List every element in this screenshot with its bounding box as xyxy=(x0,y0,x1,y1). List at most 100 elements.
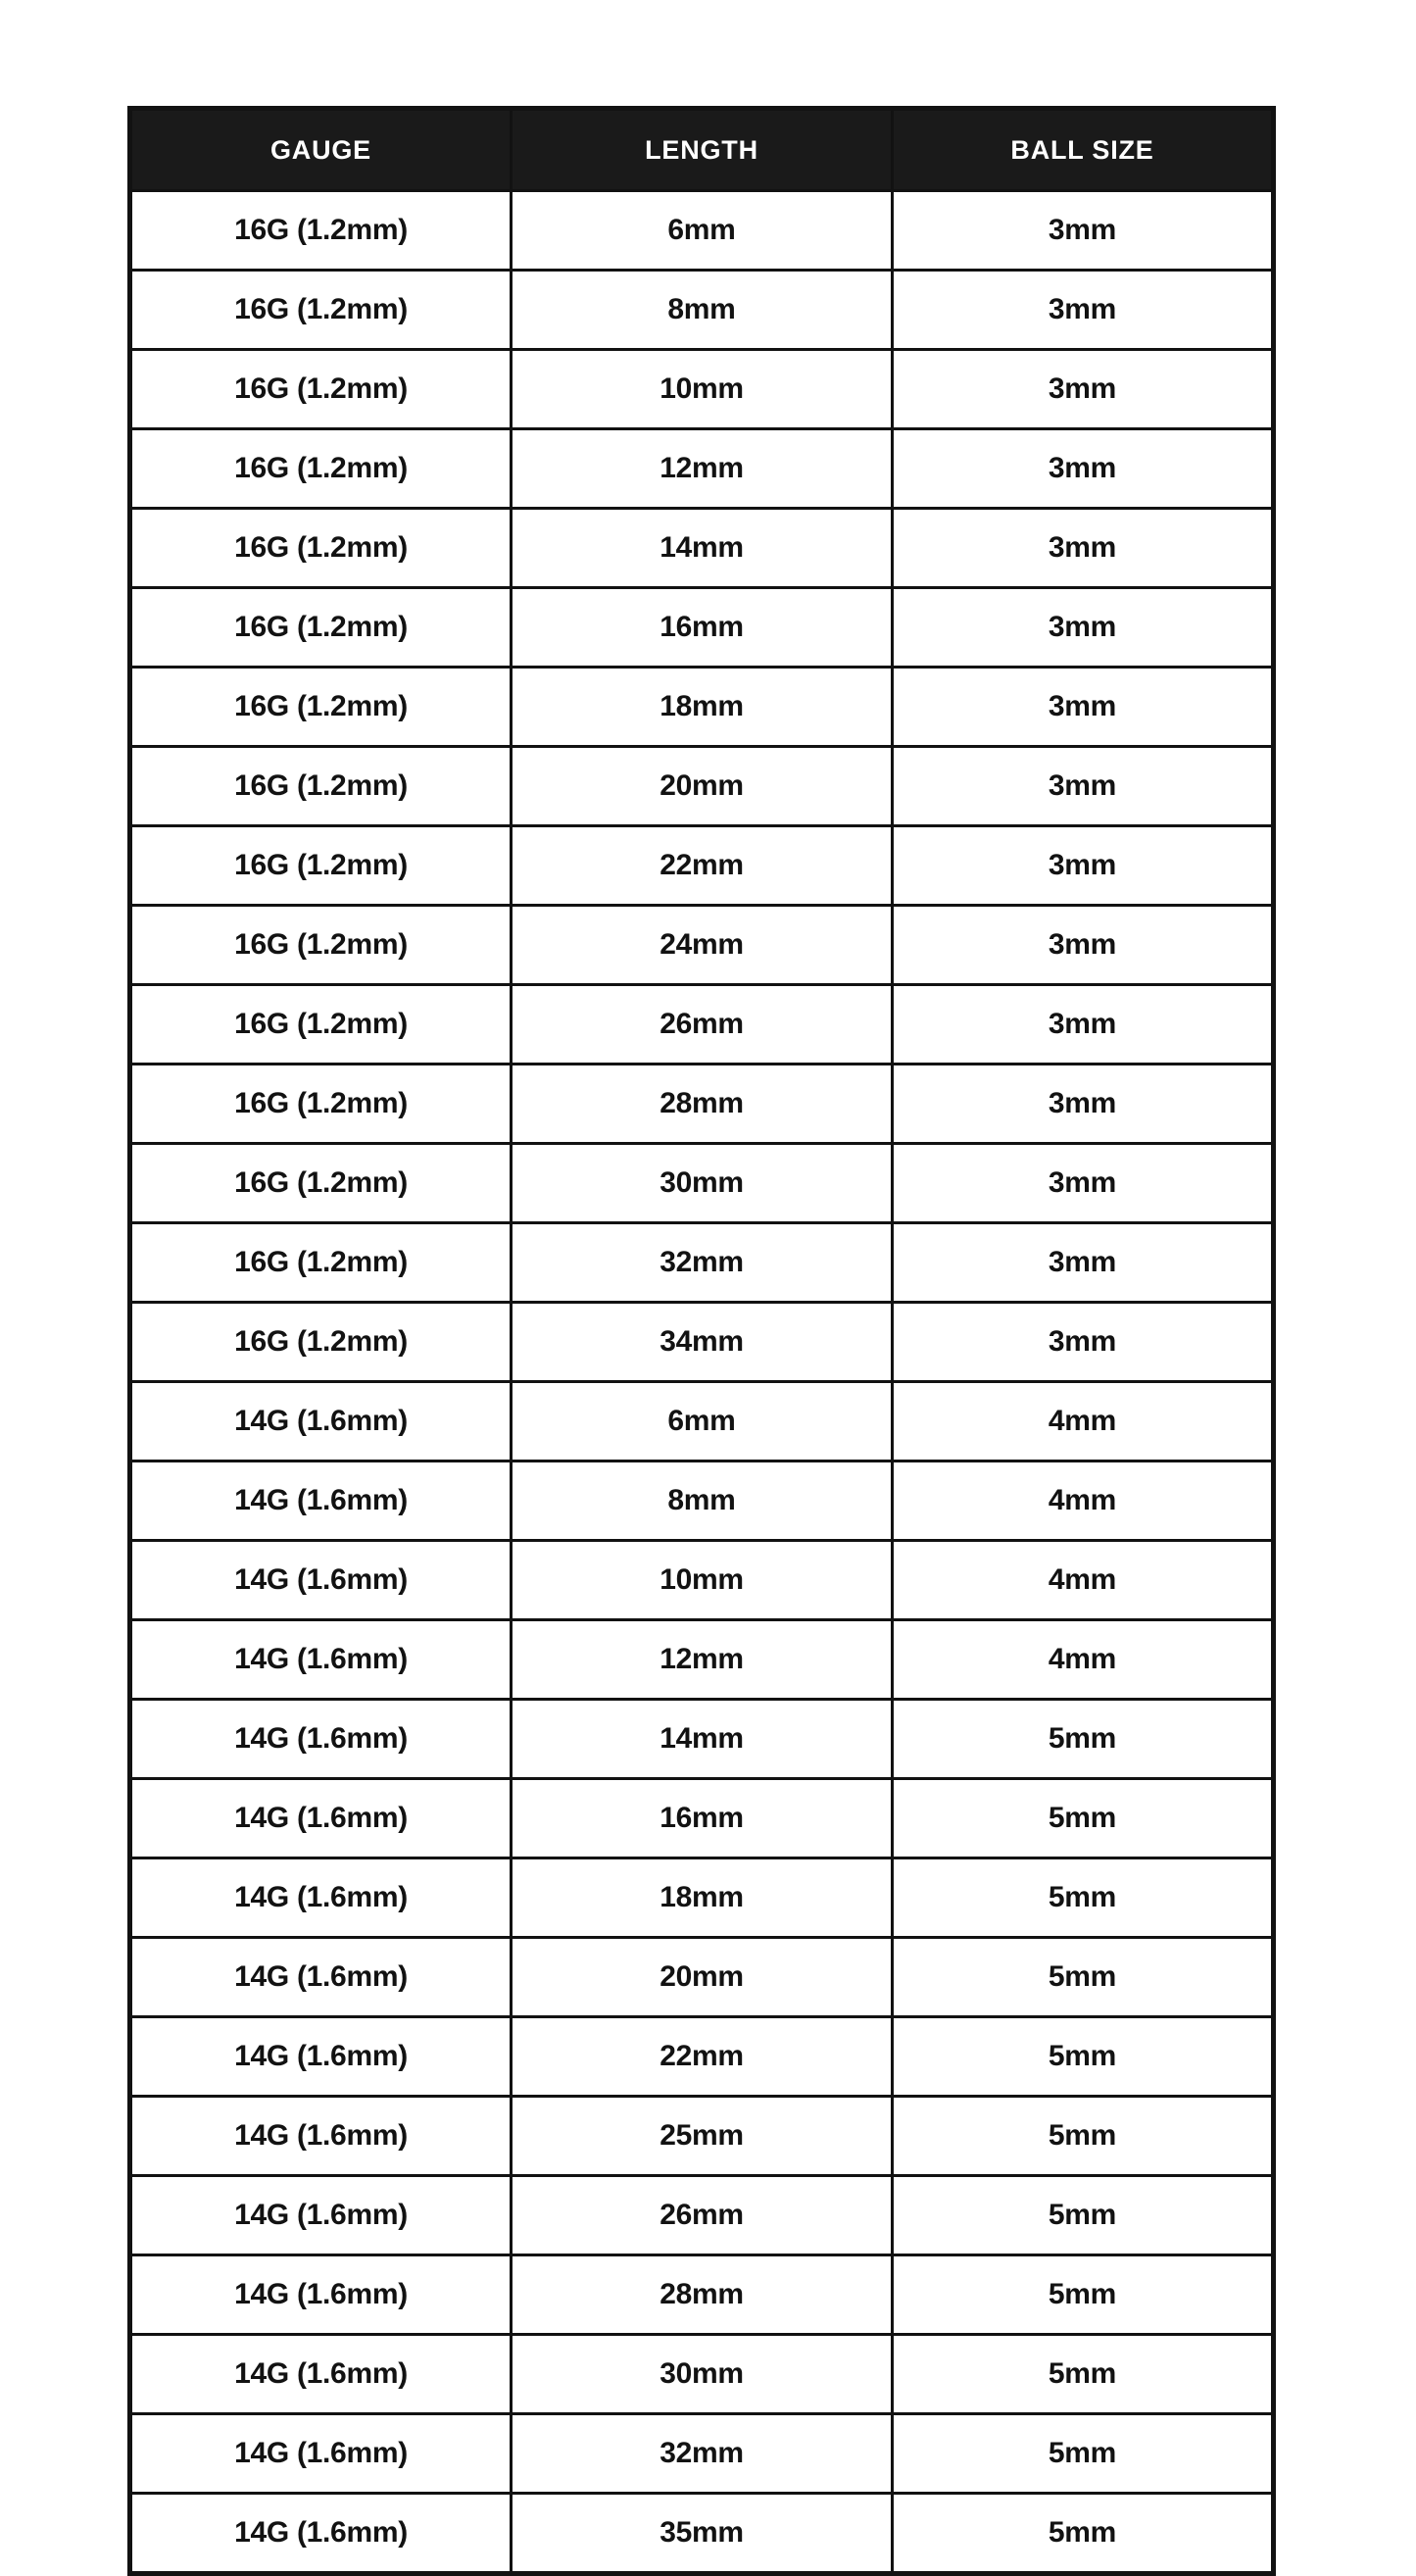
table-row: 14G (1.6mm) 35mm 5mm xyxy=(128,2492,1275,2575)
header-row: GAUGE LENGTH BALL SIZE xyxy=(128,107,1275,192)
table-row: 16G (1.2mm) 30mm 3mm xyxy=(128,1142,1275,1224)
cell-gauge: 16G (1.2mm) xyxy=(128,189,513,272)
cell-gauge: 16G (1.2mm) xyxy=(128,269,513,351)
cell-ball-size: 5mm xyxy=(891,2492,1275,2575)
cell-gauge: 14G (1.6mm) xyxy=(128,1539,513,1621)
cell-ball-size: 4mm xyxy=(891,1380,1275,1462)
cell-length: 12mm xyxy=(510,427,894,510)
cell-gauge: 16G (1.2mm) xyxy=(128,745,513,827)
cell-ball-size: 5mm xyxy=(891,1857,1275,1939)
table-row: 14G (1.6mm) 20mm 5mm xyxy=(128,1936,1275,2018)
table-body: 16G (1.2mm) 6mm 3mm 16G (1.2mm) 8mm 3mm 16G (1… xyxy=(128,189,1275,2575)
table-row: 14G (1.6mm) 30mm 5mm xyxy=(128,2333,1275,2415)
cell-ball-size: 3mm xyxy=(891,904,1275,986)
cell-ball-size: 3mm xyxy=(891,745,1275,827)
cell-gauge: 16G (1.2mm) xyxy=(128,427,513,510)
cell-ball-size: 3mm xyxy=(891,1142,1275,1224)
cell-length: 34mm xyxy=(510,1301,894,1383)
cell-length: 20mm xyxy=(510,1936,894,2018)
cell-gauge: 16G (1.2mm) xyxy=(128,666,513,748)
cell-length: 18mm xyxy=(510,666,894,748)
cell-ball-size: 3mm xyxy=(891,586,1275,669)
cell-length: 25mm xyxy=(510,2095,894,2177)
cell-gauge: 16G (1.2mm) xyxy=(128,348,513,430)
cell-ball-size: 3mm xyxy=(891,348,1275,430)
cell-ball-size: 3mm xyxy=(891,666,1275,748)
cell-ball-size: 5mm xyxy=(891,2095,1275,2177)
table-row: 16G (1.2mm) 26mm 3mm xyxy=(128,983,1275,1065)
table-row: 16G (1.2mm) 22mm 3mm xyxy=(128,824,1275,907)
cell-gauge: 14G (1.6mm) xyxy=(128,1698,513,1780)
cell-ball-size: 3mm xyxy=(891,983,1275,1065)
table-row: 14G (1.6mm) 32mm 5mm xyxy=(128,2412,1275,2495)
cell-length: 30mm xyxy=(510,2333,894,2415)
cell-gauge: 16G (1.2mm) xyxy=(128,983,513,1065)
table-row: 14G (1.6mm) 6mm 4mm xyxy=(128,1380,1275,1462)
cell-gauge: 14G (1.6mm) xyxy=(128,2174,513,2256)
cell-length: 6mm xyxy=(510,1380,894,1462)
size-chart: GAUGE LENGTH BALL SIZE 16G (1.2mm) 6mm 3mm… xyxy=(127,106,1276,2576)
table-row: 16G (1.2mm) 14mm 3mm xyxy=(128,507,1275,589)
cell-length: 28mm xyxy=(510,1063,894,1145)
table-row: 16G (1.2mm) 32mm 3mm xyxy=(128,1221,1275,1304)
table-row: 16G (1.2mm) 12mm 3mm xyxy=(128,427,1275,510)
table-row: 14G (1.6mm) 14mm 5mm xyxy=(128,1698,1275,1780)
cell-gauge: 16G (1.2mm) xyxy=(128,1221,513,1304)
cell-ball-size: 4mm xyxy=(891,1460,1275,1542)
cell-length: 22mm xyxy=(510,2015,894,2098)
cell-length: 12mm xyxy=(510,1618,894,1701)
table-row: 14G (1.6mm) 8mm 4mm xyxy=(128,1460,1275,1542)
cell-length: 8mm xyxy=(510,1460,894,1542)
cell-gauge: 14G (1.6mm) xyxy=(128,2333,513,2415)
table-row: 16G (1.2mm) 16mm 3mm xyxy=(128,586,1275,669)
cell-gauge: 16G (1.2mm) xyxy=(128,1063,513,1145)
cell-length: 10mm xyxy=(510,348,894,430)
cell-length: 16mm xyxy=(510,586,894,669)
cell-ball-size: 5mm xyxy=(891,2412,1275,2495)
table-row: 14G (1.6mm) 26mm 5mm xyxy=(128,2174,1275,2256)
cell-gauge: 16G (1.2mm) xyxy=(128,1142,513,1224)
cell-ball-size: 5mm xyxy=(891,1777,1275,1859)
cell-length: 18mm xyxy=(510,1857,894,1939)
cell-ball-size: 3mm xyxy=(891,1301,1275,1383)
table-row: 14G (1.6mm) 10mm 4mm xyxy=(128,1539,1275,1621)
cell-ball-size: 3mm xyxy=(891,824,1275,907)
cell-length: 32mm xyxy=(510,1221,894,1304)
cell-length: 14mm xyxy=(510,507,894,589)
table-header: GAUGE LENGTH BALL SIZE xyxy=(128,107,1275,192)
cell-length: 10mm xyxy=(510,1539,894,1621)
cell-ball-size: 3mm xyxy=(891,427,1275,510)
cell-gauge: 16G (1.2mm) xyxy=(128,904,513,986)
column-header-length: LENGTH xyxy=(510,107,894,192)
cell-ball-size: 3mm xyxy=(891,269,1275,351)
cell-ball-size: 5mm xyxy=(891,1698,1275,1780)
table-row: 14G (1.6mm) 28mm 5mm xyxy=(128,2254,1275,2336)
cell-ball-size: 5mm xyxy=(891,2015,1275,2098)
table-row: 14G (1.6mm) 16mm 5mm xyxy=(128,1777,1275,1859)
table-row: 16G (1.2mm) 34mm 3mm xyxy=(128,1301,1275,1383)
cell-gauge: 16G (1.2mm) xyxy=(128,507,513,589)
cell-length: 35mm xyxy=(510,2492,894,2575)
cell-gauge: 14G (1.6mm) xyxy=(128,1857,513,1939)
table-row: 16G (1.2mm) 24mm 3mm xyxy=(128,904,1275,986)
cell-length: 8mm xyxy=(510,269,894,351)
table-row: 16G (1.2mm) 10mm 3mm xyxy=(128,348,1275,430)
cell-ball-size: 4mm xyxy=(891,1618,1275,1701)
table-row: 14G (1.6mm) 12mm 4mm xyxy=(128,1618,1275,1701)
cell-ball-size: 5mm xyxy=(891,1936,1275,2018)
size-chart-table: GAUGE LENGTH BALL SIZE 16G (1.2mm) 6mm 3mm… xyxy=(127,106,1276,2576)
cell-length: 6mm xyxy=(510,189,894,272)
column-header-ball-size: BALL SIZE xyxy=(891,107,1275,192)
cell-length: 22mm xyxy=(510,824,894,907)
cell-ball-size: 3mm xyxy=(891,507,1275,589)
cell-gauge: 16G (1.2mm) xyxy=(128,586,513,669)
cell-length: 24mm xyxy=(510,904,894,986)
table-row: 16G (1.2mm) 18mm 3mm xyxy=(128,666,1275,748)
cell-ball-size: 3mm xyxy=(891,189,1275,272)
cell-length: 26mm xyxy=(510,983,894,1065)
cell-ball-size: 3mm xyxy=(891,1221,1275,1304)
cell-gauge: 14G (1.6mm) xyxy=(128,1380,513,1462)
cell-gauge: 14G (1.6mm) xyxy=(128,2492,513,2575)
cell-gauge: 14G (1.6mm) xyxy=(128,2015,513,2098)
cell-ball-size: 5mm xyxy=(891,2333,1275,2415)
